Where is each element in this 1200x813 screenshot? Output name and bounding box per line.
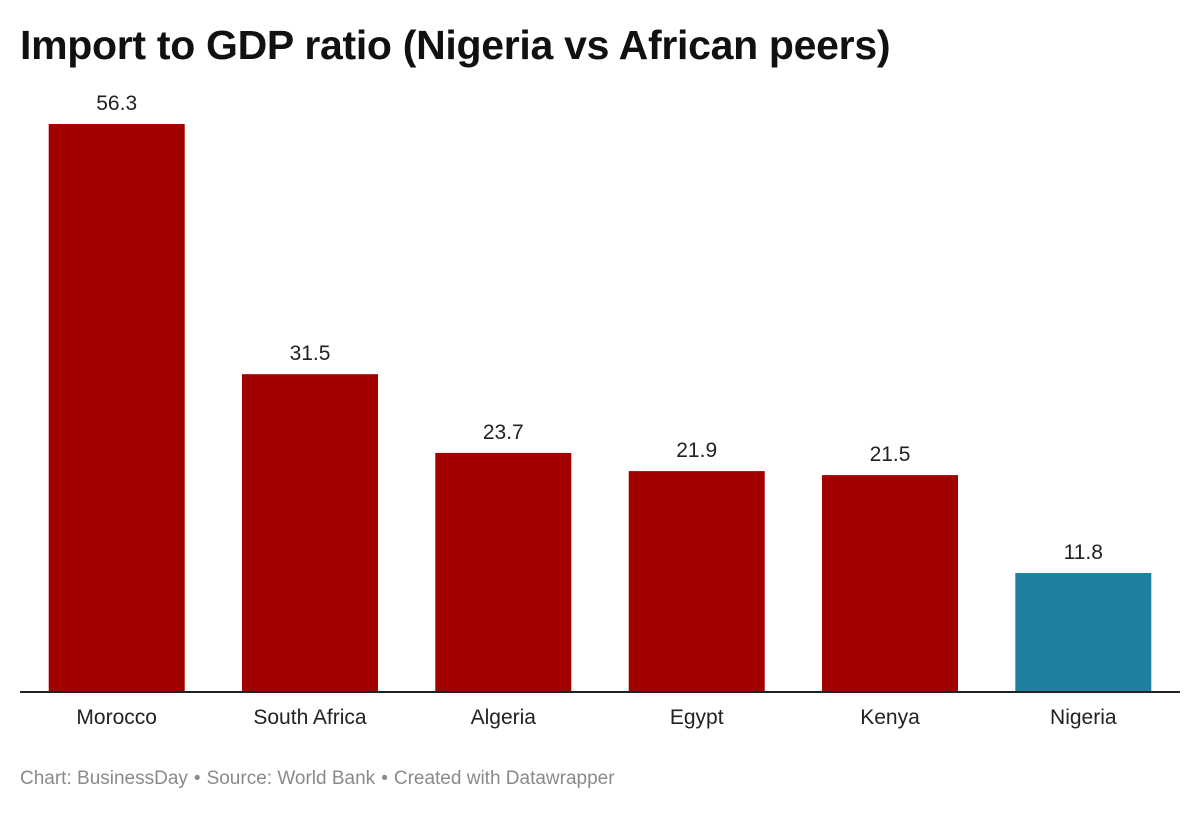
value-label-egypt: 21.9 [676, 439, 717, 462]
chart-title: Import to GDP ratio (Nigeria vs African … [20, 22, 891, 68]
bar-egypt [628, 471, 765, 692]
value-label-nigeria: 11.8 [1064, 541, 1103, 564]
bar-kenya [822, 475, 958, 692]
category-label-south-africa: South Africa [253, 706, 367, 729]
category-labels-layer: Morocco South Africa Algeria Egypt Kenya Nige… [76, 706, 1116, 729]
category-label-algeria: Algeria [471, 706, 537, 729]
category-label-kenya: Kenya [860, 706, 920, 729]
footer-separator: • [193, 768, 201, 789]
value-label-south-africa: 31.5 [290, 342, 331, 365]
value-labels-layer: 56.3 31.5 23.7 21.9 21.5 11.8 [96, 92, 1103, 564]
category-label-egypt: Egypt [670, 706, 724, 729]
value-label-kenya: 21.5 [870, 443, 911, 466]
chart-footer: Chart: BusinessDay • Source: World Bank • Cr… [20, 768, 615, 790]
bar-algeria [435, 452, 572, 692]
chart-credit: Chart: BusinessDay [20, 768, 188, 789]
value-label-morocco: 56.3 [96, 92, 137, 115]
created-with: Created with Datawrapper [393, 768, 615, 789]
bar-south-africa [242, 374, 378, 692]
category-label-nigeria: Nigeria [1050, 706, 1117, 729]
bars-layer [48, 124, 1152, 692]
chart-source: Source: World Bank [206, 768, 376, 789]
bar-morocco [48, 124, 185, 692]
category-label-morocco: Morocco [76, 706, 157, 729]
footer-separator: • [381, 768, 388, 789]
value-label-algeria: 23.7 [483, 421, 524, 444]
bar-nigeria [1015, 573, 1152, 692]
